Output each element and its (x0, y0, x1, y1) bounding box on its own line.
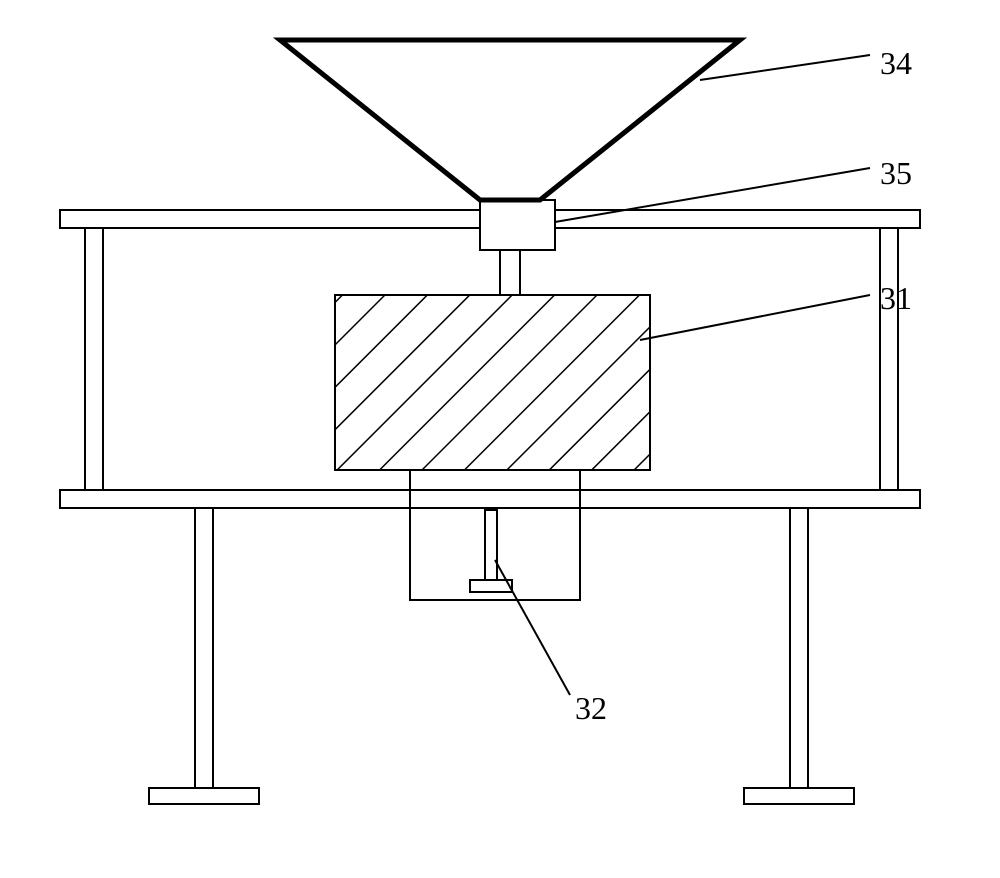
label-31: 31 (880, 280, 912, 317)
label-32: 32 (575, 690, 607, 727)
label-34: 34 (880, 45, 912, 82)
label-35: 35 (880, 155, 912, 192)
diagram-svg (0, 0, 1000, 878)
engineering-diagram: 34 35 31 32 (0, 0, 1000, 878)
